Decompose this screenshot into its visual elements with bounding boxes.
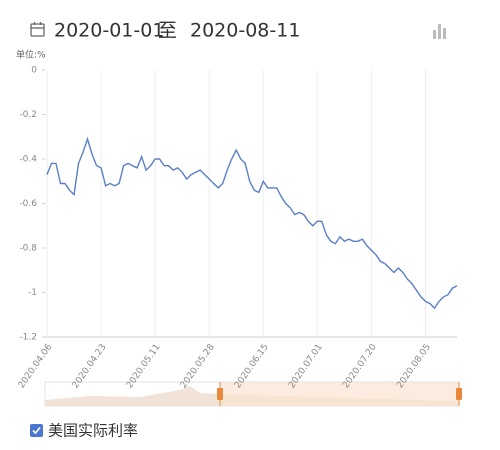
legend-checkbox[interactable] bbox=[30, 424, 43, 437]
chart-type-icon[interactable] bbox=[433, 24, 446, 39]
legend-label[interactable]: 美国实际利率 bbox=[48, 422, 138, 440]
calendar-icon bbox=[30, 22, 45, 37]
y-tick-label: -0.6 bbox=[19, 199, 37, 209]
y-tick-label: -0.8 bbox=[19, 244, 37, 254]
zoom-handle[interactable] bbox=[456, 388, 462, 400]
start-date[interactable]: 2020-01-01 bbox=[54, 20, 164, 42]
zoom-handle[interactable] bbox=[217, 388, 223, 400]
zoom-selection[interactable] bbox=[220, 382, 459, 406]
end-date[interactable]: 2020-08-11 bbox=[190, 20, 300, 42]
y-tick-label: -1.2 bbox=[19, 333, 37, 343]
y-tick-label: -0.2 bbox=[19, 110, 37, 120]
y-tick-label: -0.4 bbox=[19, 155, 37, 165]
checkmark bbox=[32, 426, 41, 435]
y-tick-label: -1 bbox=[28, 288, 37, 298]
y-tick-label: 0 bbox=[31, 66, 37, 76]
line-series bbox=[46, 136, 458, 310]
date-separator: 至 bbox=[158, 20, 177, 42]
data-zoom[interactable] bbox=[44, 381, 462, 407]
unit-label: 单位:% bbox=[16, 49, 46, 61]
